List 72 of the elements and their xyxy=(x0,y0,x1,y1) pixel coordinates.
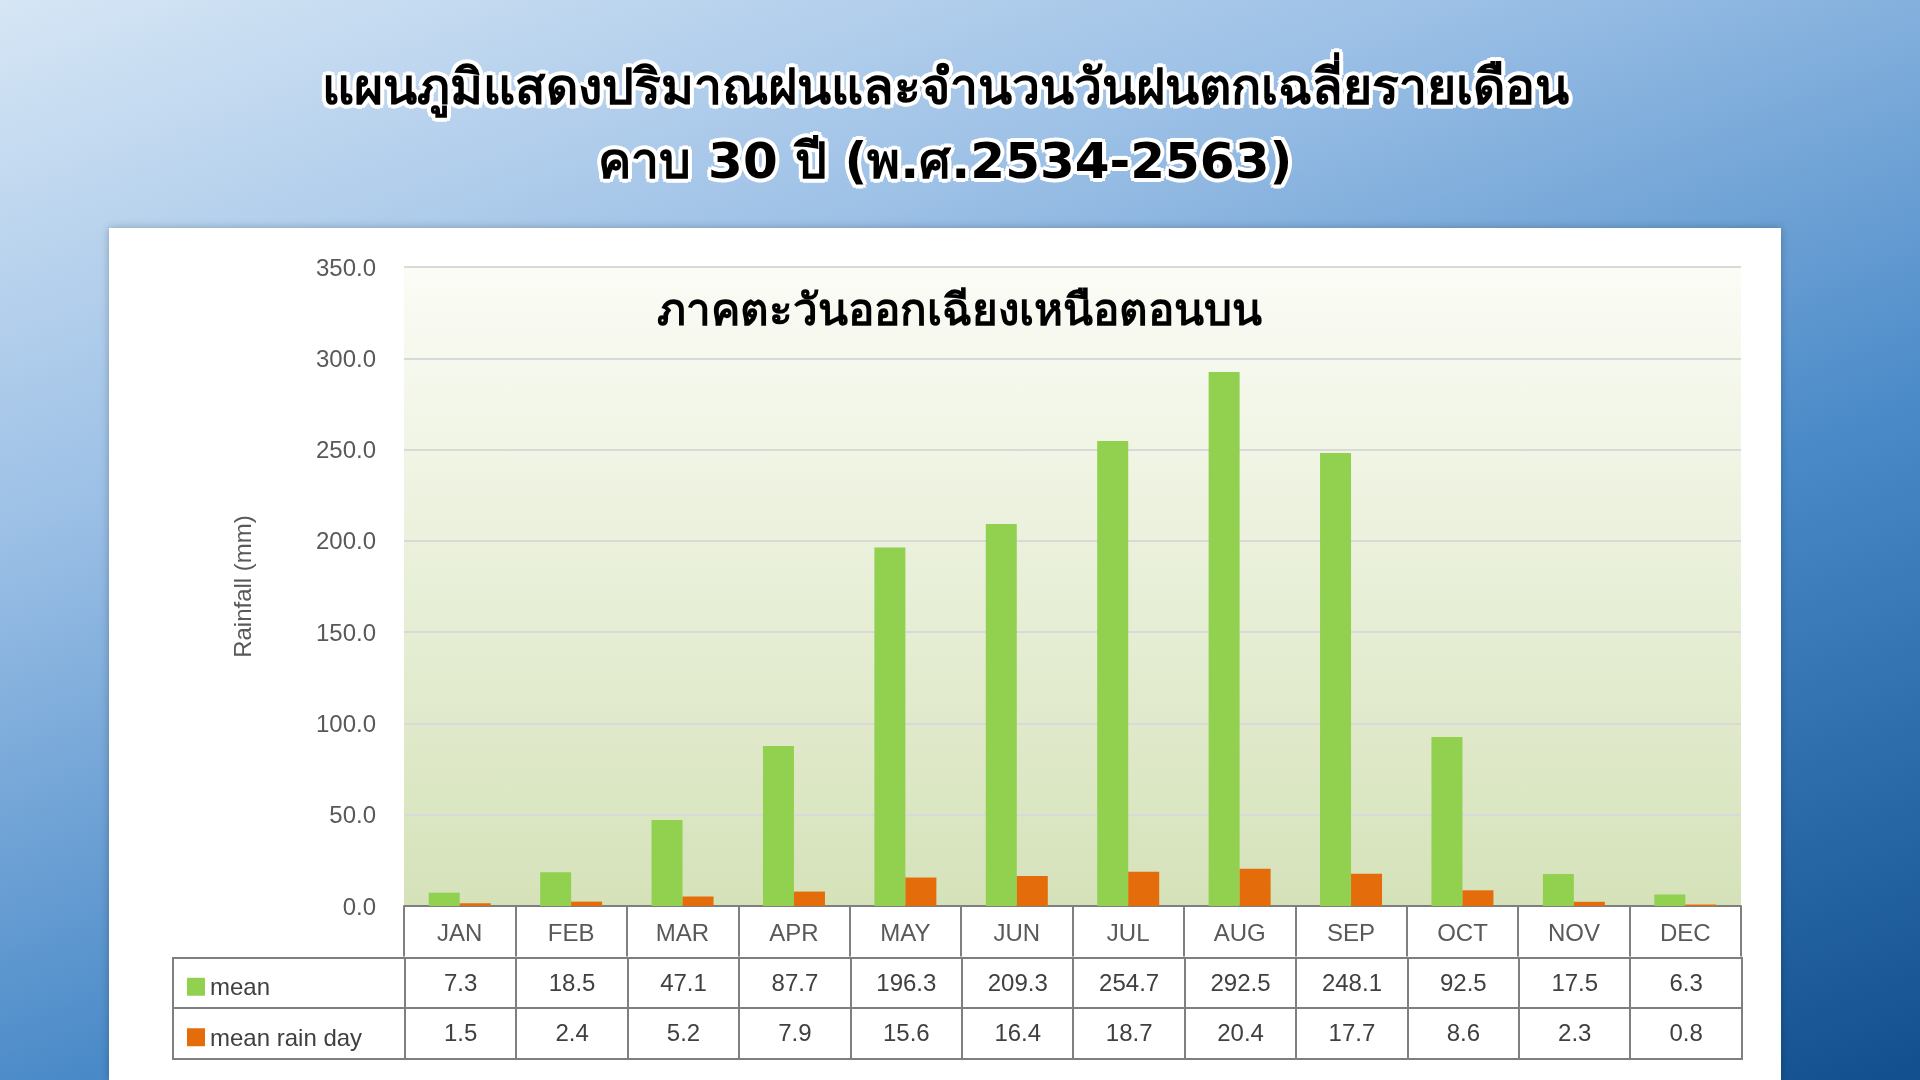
bar xyxy=(1320,453,1352,906)
y-tick-label: 50.0 xyxy=(329,801,376,829)
bar xyxy=(874,547,906,906)
data-label: 15.6 xyxy=(850,1008,963,1059)
bar xyxy=(1208,371,1240,906)
data-label: 20.4 xyxy=(1184,1008,1297,1059)
bar xyxy=(1097,440,1129,906)
bar xyxy=(1573,901,1605,906)
data-label: 5.2 xyxy=(627,1008,740,1059)
bar xyxy=(651,820,683,906)
bar xyxy=(1351,873,1383,906)
bar xyxy=(1431,737,1463,906)
bar xyxy=(459,903,491,906)
bar xyxy=(793,891,825,906)
bar xyxy=(1654,894,1686,906)
bar xyxy=(428,892,460,906)
data-label: 1.5 xyxy=(405,1008,517,1059)
x-tick-label: MAR xyxy=(655,918,710,946)
data-label: 0.8 xyxy=(1630,1008,1742,1059)
bar xyxy=(682,896,714,906)
y-tick-label: 300.0 xyxy=(315,344,376,372)
data-label: 8.6 xyxy=(1407,1008,1520,1059)
x-tick-label: MAY xyxy=(880,918,931,946)
data-label: 196.3 xyxy=(850,957,963,1008)
bar xyxy=(1462,890,1494,906)
data-label: 16.4 xyxy=(962,1008,1074,1059)
chart-subtitle: ภาคตะวันออกเฉียงเหนือตอนบน xyxy=(655,283,1263,337)
data-label: 6.3 xyxy=(1630,957,1742,1008)
data-label: 17.5 xyxy=(1519,957,1631,1008)
x-tick-label: JUL xyxy=(1106,918,1150,946)
data-label: 254.7 xyxy=(1073,957,1185,1008)
bar xyxy=(571,901,603,906)
legend-label: mean xyxy=(210,973,271,1001)
y-tick-label: 350.0 xyxy=(315,253,376,281)
legend-label: mean rain day xyxy=(210,1023,363,1051)
x-tick-label: APR xyxy=(769,918,819,946)
data-label: 47.1 xyxy=(627,957,740,1008)
bar xyxy=(905,877,937,906)
data-label: 2.3 xyxy=(1519,1008,1631,1059)
x-tick-label: OCT xyxy=(1437,918,1489,946)
data-label: 2.4 xyxy=(516,1008,628,1059)
bar xyxy=(1542,874,1574,906)
chart-title: แผนภูมิแสดงปริมาณฝนและจำนวนวันฝนตกเฉลี่ยรายเดือน คาบ 30 ปี (พ.ศ.2534-2563) xyxy=(320,51,1570,192)
x-tick-label: DEC xyxy=(1659,918,1711,946)
data-label: 92.5 xyxy=(1407,957,1520,1008)
x-tick-label: SEP xyxy=(1327,918,1376,946)
y-tick-label: 150.0 xyxy=(315,618,376,646)
data-label: 248.1 xyxy=(1296,957,1408,1008)
data-label: 18.5 xyxy=(516,957,628,1008)
data-label: 7.9 xyxy=(739,1008,851,1059)
bar xyxy=(762,745,794,906)
bar xyxy=(1239,868,1271,906)
data-label: 209.3 xyxy=(962,957,1074,1008)
data-label: 87.7 xyxy=(739,957,851,1008)
x-tick-label: JAN xyxy=(437,918,483,946)
x-tick-label: JUN xyxy=(993,918,1041,946)
bar xyxy=(1128,871,1160,906)
bar xyxy=(1016,876,1048,906)
bar xyxy=(540,872,572,906)
x-tick-label: FEB xyxy=(547,918,595,946)
x-tick-label: NOV xyxy=(1547,918,1600,946)
y-tick-label: 100.0 xyxy=(315,709,376,737)
data-label: 292.5 xyxy=(1184,957,1297,1008)
data-label: 17.7 xyxy=(1296,1008,1408,1059)
y-axis-title: Rainfall (mm) xyxy=(228,515,256,658)
y-tick-label: 0.0 xyxy=(342,892,376,920)
x-tick-label: AUG xyxy=(1213,918,1266,946)
bar xyxy=(985,523,1017,906)
data-label: 18.7 xyxy=(1073,1008,1185,1059)
y-tick-label: 200.0 xyxy=(315,527,376,555)
y-tick-label: 250.0 xyxy=(315,436,376,464)
data-label: 7.3 xyxy=(405,957,517,1008)
